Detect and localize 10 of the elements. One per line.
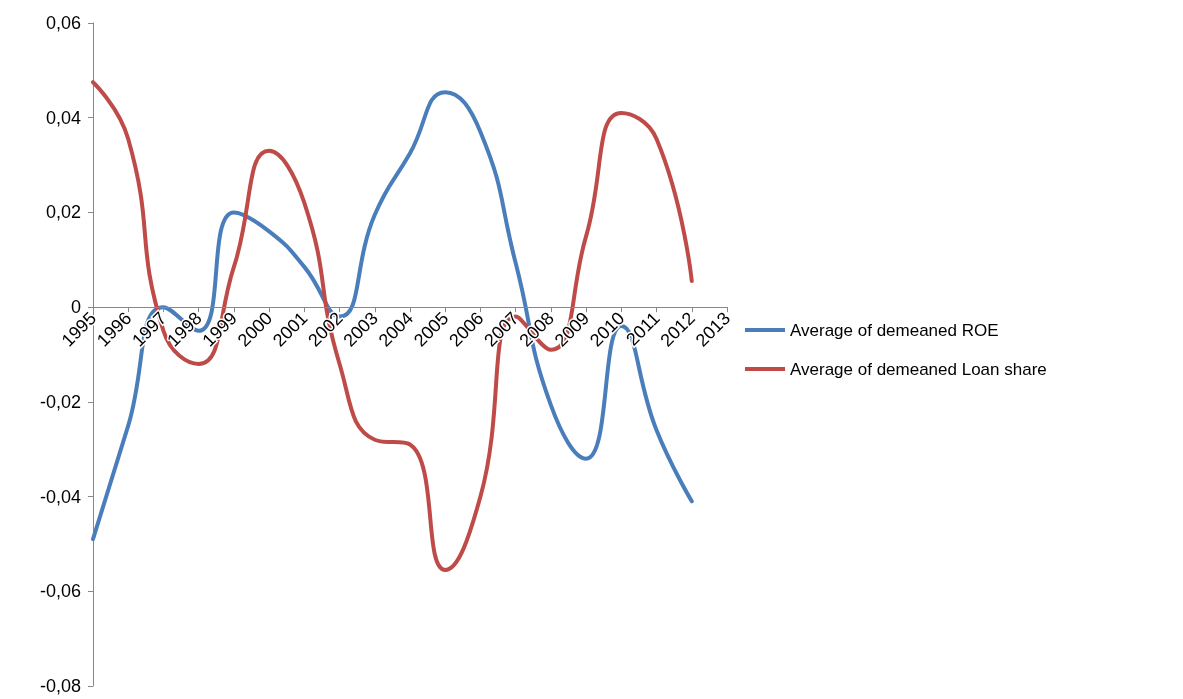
y-tick-label: -0,08	[39, 676, 81, 696]
y-tick-label: 0,06	[45, 13, 81, 33]
y-tick-label: -0,04	[39, 486, 81, 507]
y-tick-label: -0,06	[39, 581, 81, 602]
y-tick-label: 0	[70, 297, 81, 318]
y-tick-label: -0,02	[39, 391, 81, 412]
y-tick-label: 0,02	[45, 202, 81, 223]
legend-label: Average of demeaned ROE	[790, 320, 999, 340]
y-tick-label: 0,04	[45, 107, 81, 128]
legend-label: Average of demeaned Loan share	[790, 359, 1047, 379]
